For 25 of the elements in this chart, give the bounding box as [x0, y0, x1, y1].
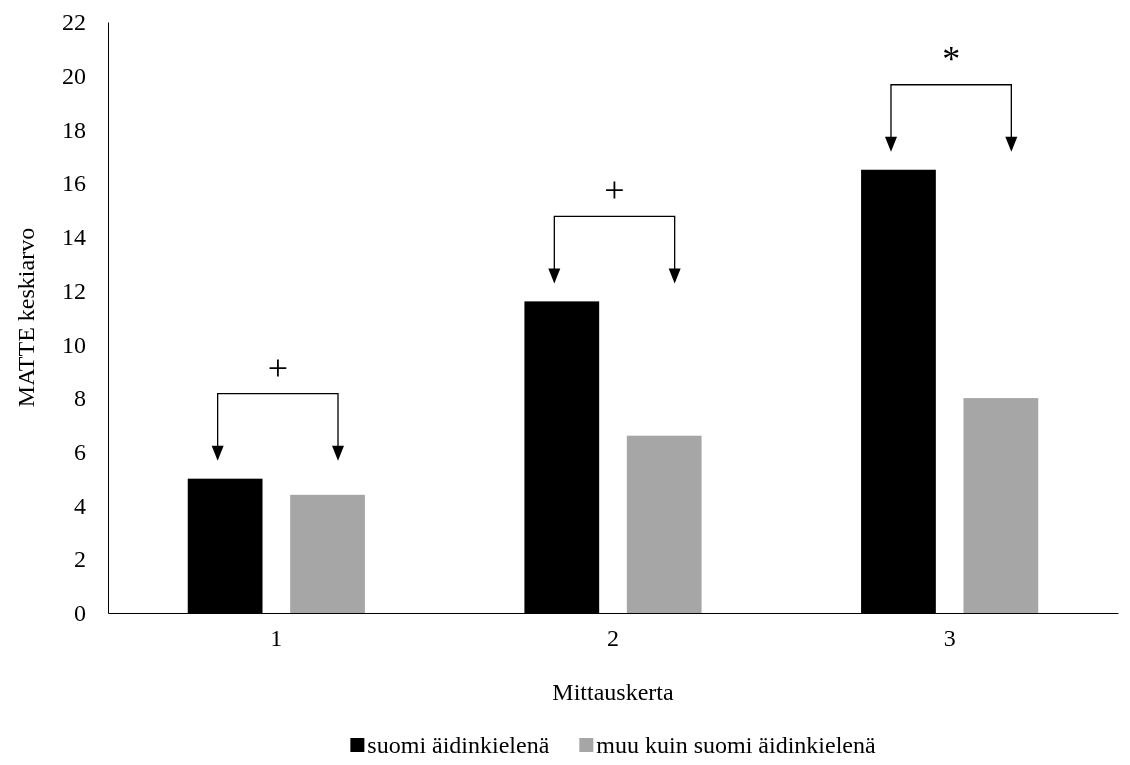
y-tick-label: 20: [62, 62, 86, 89]
bar: [290, 494, 365, 613]
y-tick-label: 16: [62, 170, 86, 197]
y-tick-label: 4: [74, 492, 86, 519]
y-tick-label: 2: [74, 546, 86, 573]
x-axis-title: Mittauskerta: [552, 679, 674, 705]
y-tick-label: 6: [74, 439, 86, 465]
legend-label: muu kuin suomi äidinkielenä: [596, 732, 876, 758]
bar: [626, 435, 702, 613]
y-tick-label: 0: [74, 600, 86, 627]
y-tick-label: 18: [62, 116, 86, 143]
y-tick-label: 22: [62, 9, 86, 36]
x-tick-label: 1: [270, 625, 283, 652]
bar: [963, 398, 1039, 613]
legend-label: suomi äidinkielenä: [367, 732, 550, 758]
annotation: *: [942, 38, 961, 79]
y-axis-title: MATTE keskiarvo: [13, 227, 39, 408]
x-tick-label: 3: [943, 625, 956, 652]
y-tick-label: 12: [62, 277, 86, 304]
y-tick-label: 10: [62, 331, 86, 358]
y-tick-label: 14: [62, 224, 86, 251]
annotation: +: [604, 170, 625, 211]
annotation: +: [267, 347, 288, 388]
x-tick-label: 2: [607, 625, 619, 652]
y-tick-label: 8: [74, 385, 86, 412]
